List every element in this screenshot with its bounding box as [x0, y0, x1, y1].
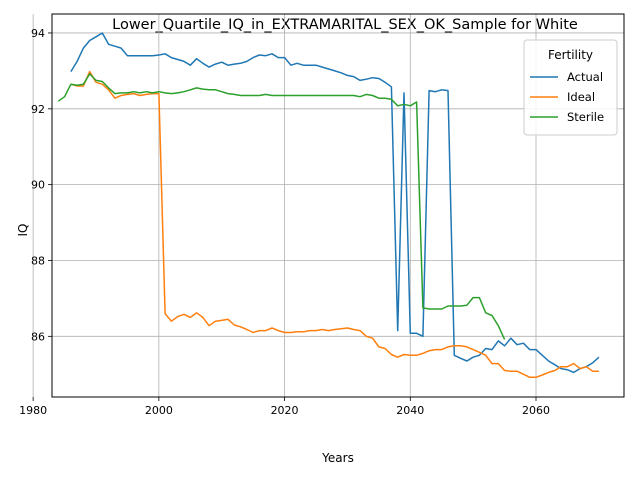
- legend-title: Fertility: [548, 48, 593, 62]
- legend-box: [523, 39, 618, 136]
- plot-frame: [51, 13, 625, 398]
- legend: Fertility Actual Ideal Sterile: [523, 39, 618, 136]
- series-line-actual: [70, 32, 600, 374]
- y-tick-label: 90: [31, 179, 45, 192]
- x-axis-label: Years: [321, 451, 354, 465]
- legend-label-actual: Actual: [567, 70, 603, 84]
- x-tick-label: 2040: [396, 404, 424, 417]
- y-axis-label: IQ: [16, 224, 30, 237]
- x-tick-label: 2060: [522, 404, 550, 417]
- y-tick-label: 86: [31, 330, 45, 343]
- x-tick-label: 2000: [145, 404, 173, 417]
- y-tick-label: 94: [31, 27, 45, 40]
- grid: [32, 14, 624, 397]
- series-line-ideal: [70, 70, 599, 379]
- series-lines: [57, 32, 600, 379]
- x-tick-label: 2020: [271, 404, 299, 417]
- x-tick-label: 1980: [19, 404, 47, 417]
- y-tick-label: 88: [31, 254, 45, 267]
- legend-label-sterile: Sterile: [567, 110, 604, 124]
- legend-label-ideal: Ideal: [567, 90, 595, 104]
- chart-title: Lower_Quartile_IQ_in_EXTRAMARITAL_SEX_OK…: [112, 17, 578, 33]
- y-tick-label: 92: [31, 103, 45, 116]
- series-line-sterile: [57, 73, 506, 340]
- axis-ticks: 1980 2000 2020 2040 2060 86 88 90 92 94: [19, 27, 550, 417]
